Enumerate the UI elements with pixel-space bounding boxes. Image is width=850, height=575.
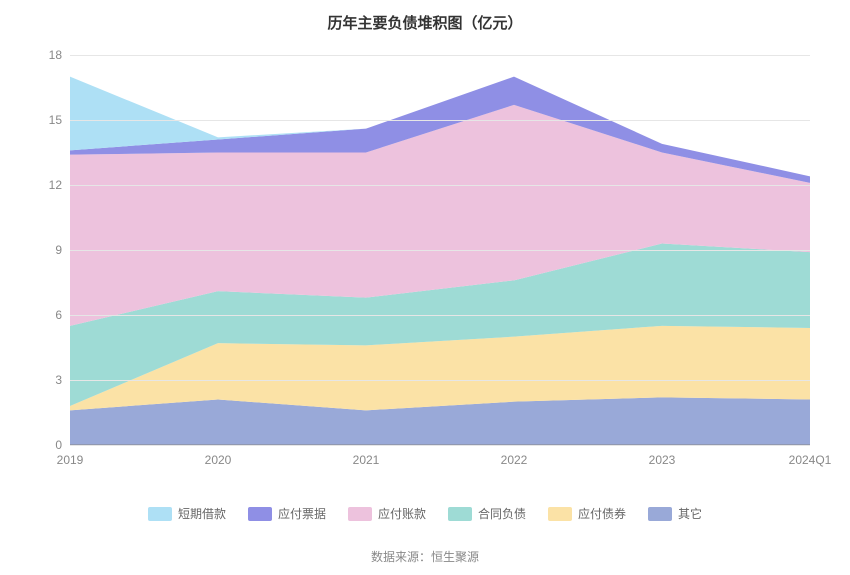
y-tick-label: 6 [55,308,62,322]
legend: 短期借款 应付票据 应付账款 合同负债 应付债券 其它 [0,505,850,522]
y-tick-label: 3 [55,373,62,387]
legend-item[interactable]: 其它 [648,505,702,522]
legend-label: 合同负债 [478,505,526,522]
y-gridline [70,445,810,446]
x-tick-label: 2024Q1 [789,453,832,467]
y-tick-label: 9 [55,243,62,257]
y-tick-label: 12 [49,178,62,192]
data-source: 数据来源：恒生聚源 [0,548,850,565]
legend-item[interactable]: 应付债券 [548,505,626,522]
y-gridline [70,120,810,121]
y-tick-label: 0 [55,438,62,452]
legend-label: 应付账款 [378,505,426,522]
x-tick-label: 2020 [205,453,232,467]
y-gridline [70,55,810,56]
y-gridline [70,315,810,316]
legend-label: 短期借款 [178,505,226,522]
legend-item[interactable]: 应付票据 [248,505,326,522]
legend-item[interactable]: 短期借款 [148,505,226,522]
x-tick-label: 2019 [57,453,84,467]
legend-swatch [248,507,272,521]
x-tick-label: 2022 [501,453,528,467]
stacked-area-chart: 历年主要负债堆积图（亿元） 03691215182019202020212022… [0,0,850,575]
legend-label: 其它 [678,505,702,522]
chart-title: 历年主要负债堆积图（亿元） [0,12,850,33]
legend-label: 应付债券 [578,505,626,522]
legend-item[interactable]: 合同负债 [448,505,526,522]
y-gridline [70,185,810,186]
legend-item[interactable]: 应付账款 [348,505,426,522]
legend-label: 应付票据 [278,505,326,522]
legend-swatch [348,507,372,521]
legend-swatch [648,507,672,521]
legend-swatch [448,507,472,521]
y-tick-label: 15 [49,113,62,127]
legend-swatch [548,507,572,521]
y-gridline [70,380,810,381]
legend-swatch [148,507,172,521]
plot-area: 0369121518201920202021202220232024Q1 [70,55,810,445]
x-tick-label: 2023 [649,453,676,467]
y-tick-label: 18 [49,48,62,62]
y-gridline [70,250,810,251]
x-tick-label: 2021 [353,453,380,467]
